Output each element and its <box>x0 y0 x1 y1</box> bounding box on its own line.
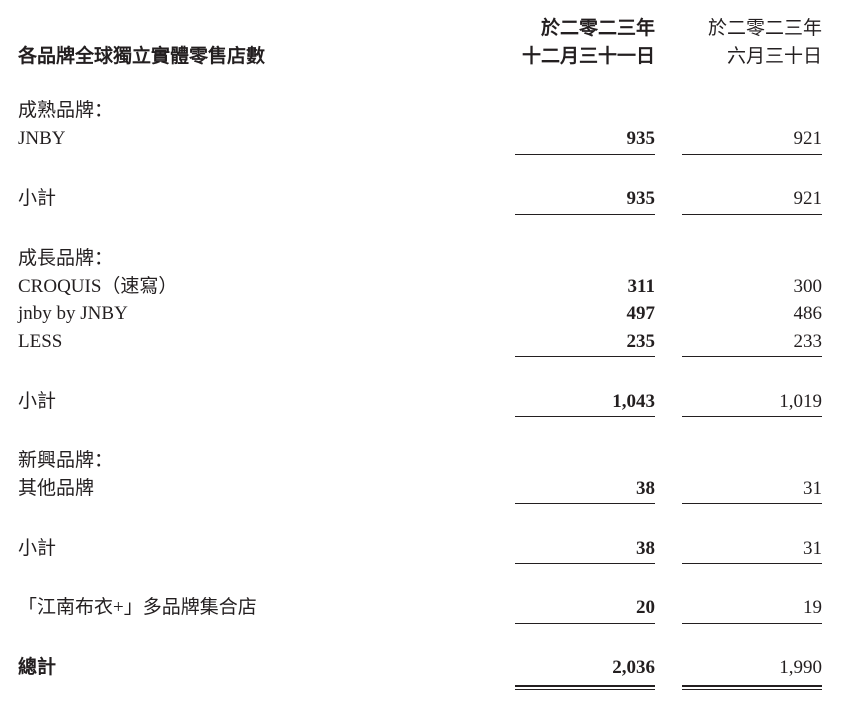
row-multibrand-store-jun-value: 19 <box>803 597 822 618</box>
subtotal-emerging-label: 小計 <box>18 538 57 559</box>
subtotal-emerging-jun-value: 31 <box>803 538 822 559</box>
row-other-brands-label: 其他品牌 <box>18 478 95 499</box>
table-title: 各品牌全球獨立實體零售店數 <box>18 46 266 67</box>
row-jnby-by-jnby-dec-value: 497 <box>626 303 656 324</box>
subtotal-growth-label: 小計 <box>18 391 57 412</box>
row-jnby-label: JNBY <box>18 128 66 149</box>
subtotal-mature-label: 小計 <box>18 188 57 209</box>
subtotal-growth-dec-value: 1,043 <box>612 391 655 412</box>
underline <box>682 416 822 417</box>
row-less-dec-value: 235 <box>626 331 656 352</box>
col1-header-line1: 於二零二三年 <box>540 18 655 39</box>
row-total-label: 總計 <box>18 657 57 678</box>
row-multibrand-store-dec-value: 20 <box>636 597 655 618</box>
subtotal-growth-jun-value: 1,019 <box>779 391 822 412</box>
row-croquis-jun-value: 300 <box>793 276 823 297</box>
underline <box>682 503 822 504</box>
underline <box>515 563 655 564</box>
row-jnby-by-jnby-jun-value: 486 <box>793 303 823 324</box>
underline <box>515 154 655 155</box>
row-less-jun-value: 233 <box>793 331 823 352</box>
row-croquis-dec-value: 311 <box>627 276 655 297</box>
row-other-brands-jun-value: 31 <box>803 478 822 499</box>
double-underline <box>682 685 822 690</box>
row-other-brands-dec-value: 38 <box>636 478 655 499</box>
underline <box>682 154 822 155</box>
subtotal-mature-jun-value: 921 <box>793 188 823 209</box>
row-jnby-by-jnby-label: jnby by JNBY <box>18 303 128 324</box>
row-croquis-label: CROQUIS（速寫） <box>18 276 178 297</box>
section-emerging-label: 新興品牌： <box>18 450 114 471</box>
underline <box>515 356 655 357</box>
row-multibrand-store-label: 「江南布衣+」多品牌集合店 <box>18 597 257 618</box>
row-total-jun-value: 1,990 <box>779 657 822 678</box>
subtotal-mature-dec-value: 935 <box>626 188 656 209</box>
row-jnby-dec-value: 935 <box>626 128 656 149</box>
underline <box>515 623 655 624</box>
underline <box>682 356 822 357</box>
section-mature-label: 成熟品牌： <box>18 100 114 121</box>
section-growth-label: 成長品牌： <box>18 248 114 269</box>
underline <box>682 623 822 624</box>
double-underline <box>515 685 655 690</box>
underline <box>515 416 655 417</box>
underline <box>682 214 822 215</box>
underline <box>682 563 822 564</box>
underline <box>515 214 655 215</box>
subtotal-emerging-dec-value: 38 <box>636 538 655 559</box>
row-jnby-jun-value: 921 <box>793 128 823 149</box>
row-less-label: LESS <box>18 331 63 352</box>
col2-header-line2: 六月三十日 <box>726 46 822 67</box>
col1-header-line2: 十二月三十一日 <box>521 46 655 67</box>
row-total-dec-value: 2,036 <box>612 657 655 678</box>
underline <box>515 503 655 504</box>
col2-header-line1: 於二零二三年 <box>707 18 822 39</box>
